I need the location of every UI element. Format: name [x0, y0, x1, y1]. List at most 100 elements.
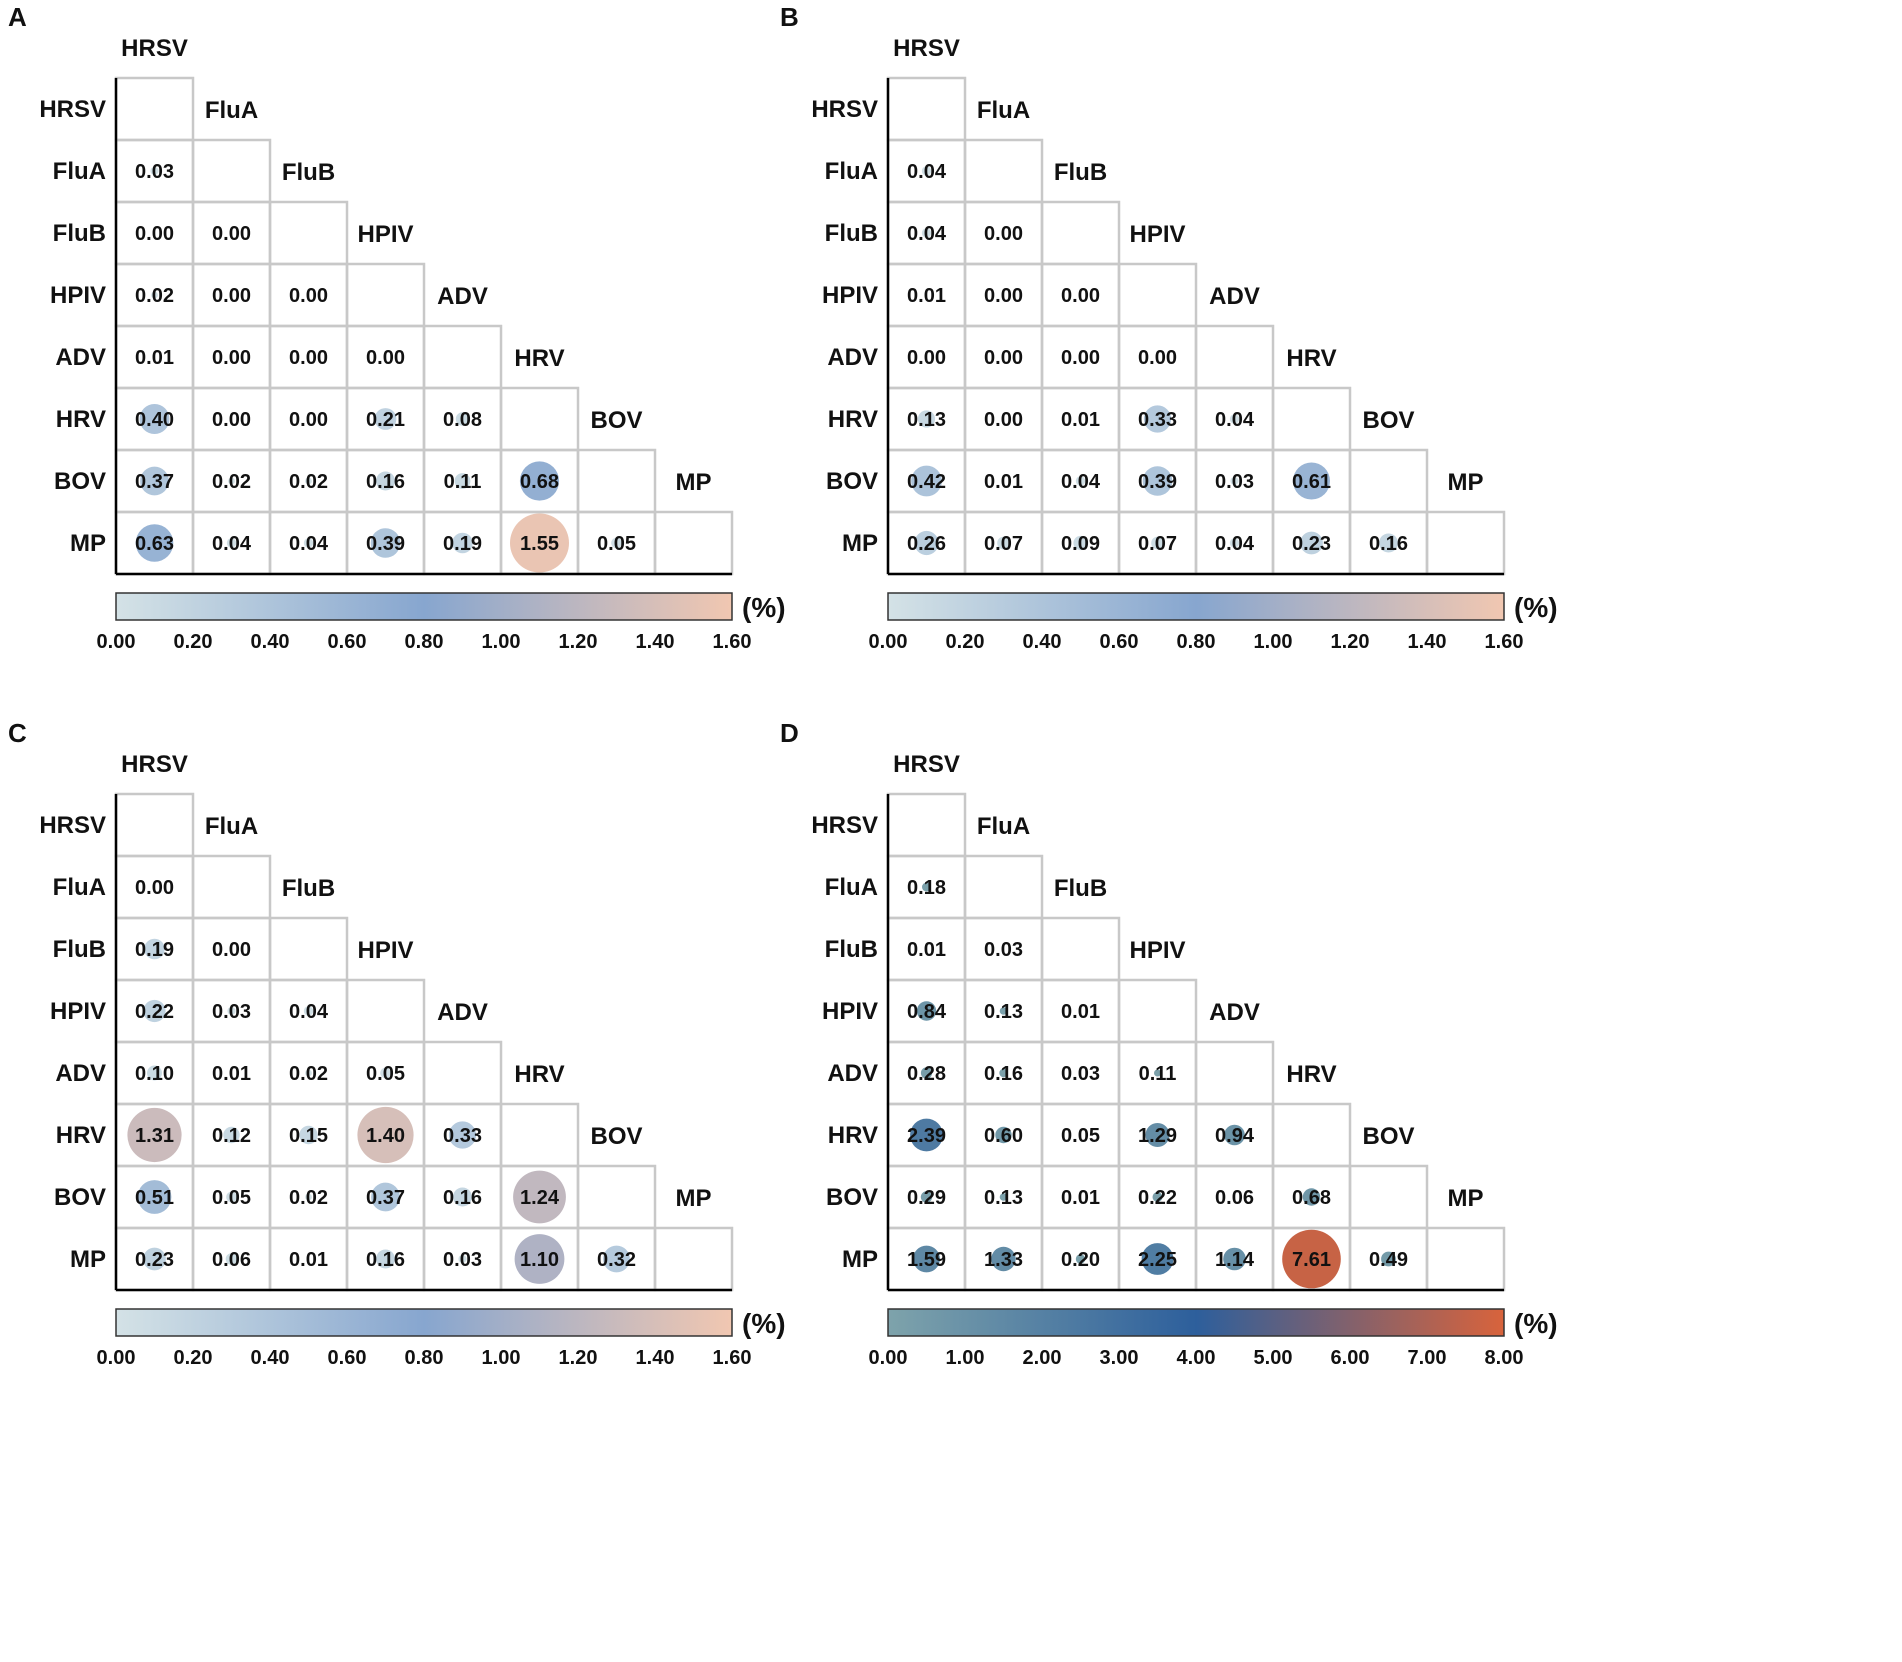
cell-value: 0.09 [1061, 533, 1100, 555]
bubble-mark [458, 1254, 467, 1264]
matrix-grid [886, 76, 1506, 576]
bubble-mark [305, 477, 312, 485]
bubble-mark [1381, 1251, 1396, 1267]
column-label: MP [676, 1185, 712, 1212]
column-label: HRV [514, 345, 564, 372]
bubble-mark [1151, 536, 1164, 550]
bubble-mark [357, 1106, 414, 1164]
bubble-mark [611, 537, 622, 549]
column-label: MP [1448, 1185, 1484, 1212]
panel-b: B HRSV FluA FluB HPIV ADV HRV BOV MP HRSV FluA FluB… [780, 2, 1558, 653]
cell-value: 0.01 [135, 347, 174, 369]
bubble-mark [999, 1193, 1008, 1201]
column-label: FluA [977, 813, 1030, 840]
cell-value: 0.12 [212, 1125, 251, 1147]
cell-value: 0.68 [1292, 1187, 1331, 1209]
cell-value: 7.61 [1292, 1249, 1331, 1271]
column-label: HRV [1286, 345, 1336, 372]
column-label: HPIV [357, 221, 413, 248]
column-label: HPIV [1129, 937, 1185, 964]
cell-value: 0.33 [1138, 409, 1177, 431]
grid-cell [422, 324, 503, 390]
cell-value: 0.61 [1292, 471, 1331, 493]
cell-value: 0.04 [289, 533, 329, 555]
bubble-mark [376, 471, 395, 491]
cell-value: 0.07 [1138, 533, 1177, 555]
colorbar-tick-label: 0.20 [174, 1347, 213, 1369]
grid-cell [1117, 978, 1198, 1044]
cell-value: 0.01 [1061, 1187, 1100, 1209]
bubble-mark [374, 408, 397, 430]
row-label: ADV [827, 344, 878, 371]
bubble-mark [1075, 1254, 1086, 1264]
bubble-mark [921, 228, 932, 238]
colorbar-tick-label: 2.00 [1023, 1347, 1062, 1369]
cell-value: 0.04 [1215, 533, 1255, 555]
bubble-mark [510, 513, 569, 573]
cell-value: 0.26 [907, 533, 946, 555]
cell-value: 0.42 [907, 471, 946, 493]
bubble-mark [1379, 533, 1398, 553]
column-label: BOV [1362, 407, 1414, 434]
cell-value: 0.01 [289, 1249, 328, 1271]
bubble-mark [913, 1245, 940, 1273]
cell-value: 0.00 [984, 285, 1023, 307]
row-label: HRV [56, 406, 106, 433]
row-label: FluB [825, 220, 878, 247]
colorbar-tick-label: 0.60 [328, 631, 367, 653]
panel-letter: A [8, 2, 27, 32]
colorbar-tick-label: 5.00 [1254, 1347, 1293, 1369]
cell-value: 0.01 [907, 285, 946, 307]
bubble-mark [299, 1125, 318, 1145]
row-label: FluA [825, 874, 878, 901]
colorbar-tick-label: 0.60 [1100, 631, 1139, 653]
colorbar-border [115, 592, 733, 621]
row-label: HRSV [39, 812, 106, 839]
cell-value: 0.23 [135, 1249, 174, 1271]
cell-value: 0.11 [444, 471, 482, 493]
row-label: HRV [56, 1122, 106, 1149]
bubble-mark [513, 1170, 566, 1224]
bubble-mark [1075, 476, 1086, 486]
bubble-mark [225, 1253, 238, 1265]
cell-value: 0.11 [1139, 1063, 1177, 1085]
colorbar-tick-label: 0.80 [405, 631, 444, 653]
cell-value: 0.39 [366, 533, 405, 555]
cell-value: 0.32 [597, 1249, 636, 1271]
column-label: ADV [437, 999, 488, 1026]
colorbar-tick-label: 0.00 [97, 631, 136, 653]
bubble-mark [376, 1249, 395, 1269]
panel-letter: D [780, 718, 799, 748]
cell-value: 0.00 [212, 285, 251, 307]
cell-value: 0.07 [984, 533, 1023, 555]
cell-value: 0.16 [984, 1063, 1023, 1085]
row-label: FluB [53, 936, 106, 963]
colorbar-tick-label: 1.00 [946, 1347, 985, 1369]
bubble-mark [143, 1247, 166, 1271]
row-label: FluA [53, 158, 106, 185]
bubble-mark [151, 291, 158, 299]
cell-value: 0.02 [289, 1063, 328, 1085]
cell-value: 0.16 [1369, 533, 1408, 555]
cell-value: 0.04 [1061, 471, 1101, 493]
cell-value: 0.05 [366, 1063, 405, 1085]
column-label: HPIV [1129, 221, 1185, 248]
cell-value: 0.29 [907, 1187, 946, 1209]
row-label: FluB [825, 936, 878, 963]
bubble-mark [455, 412, 470, 426]
row-label: HRV [828, 406, 878, 433]
grid-cell [963, 138, 1044, 204]
bubble-mark [137, 1180, 172, 1214]
grid-cell [191, 854, 272, 920]
cell-value: 0.01 [907, 939, 946, 961]
column-label: FluB [282, 159, 335, 186]
column-label: FluA [205, 97, 258, 124]
colorbar [888, 1309, 1504, 1336]
bubble-mark [227, 1006, 236, 1016]
cell-value: 0.00 [212, 939, 251, 961]
cell-value: 0.40 [135, 409, 174, 431]
bubble-mark [305, 1193, 312, 1201]
grid-cell [1040, 916, 1121, 982]
grid-cell [1348, 448, 1429, 514]
cell-value: 0.00 [984, 347, 1023, 369]
